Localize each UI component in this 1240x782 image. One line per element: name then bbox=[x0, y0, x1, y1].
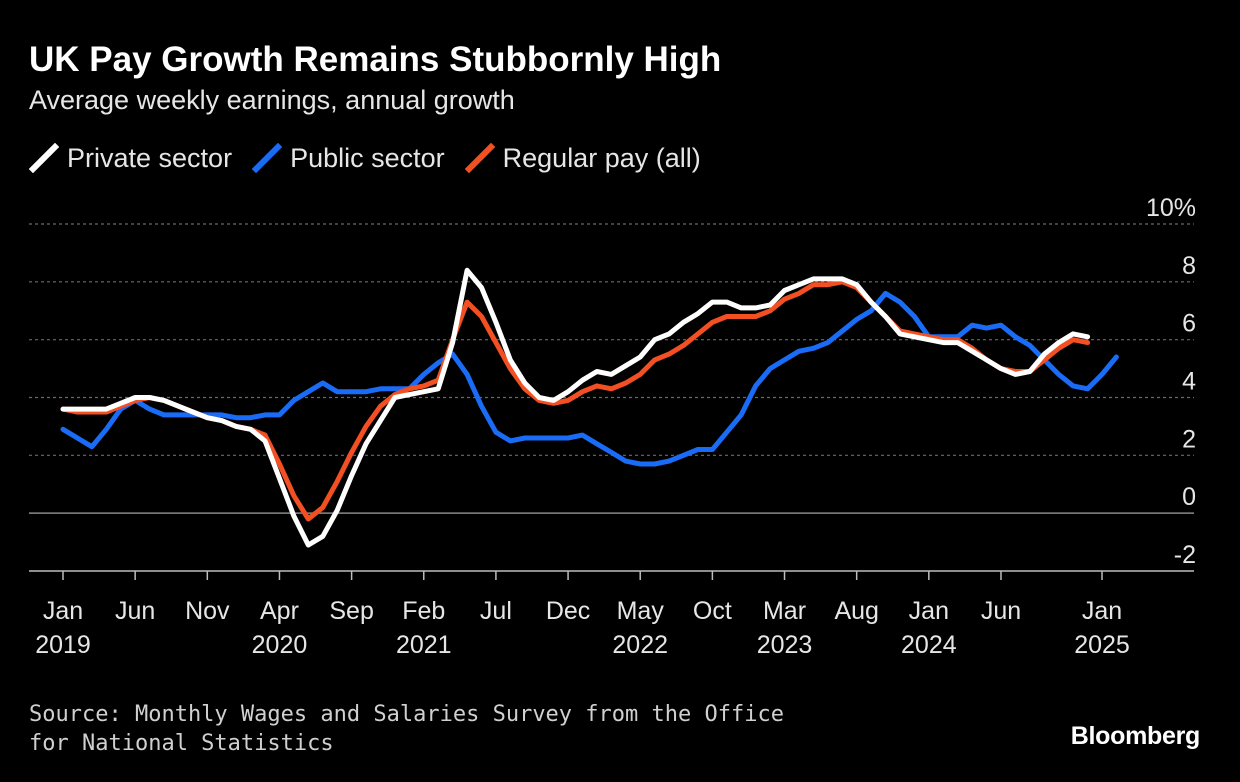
x-tick-label: Aug bbox=[834, 597, 878, 625]
bloomberg-logo: Bloomberg bbox=[1070, 722, 1201, 750]
y-tick-label: 0 bbox=[1182, 483, 1196, 511]
x-tick-label: Dec bbox=[546, 597, 590, 625]
x-tick-label: Sep bbox=[329, 597, 373, 625]
x-tick-year-label: 2022 bbox=[612, 631, 668, 659]
legend-label-private: Private sector bbox=[67, 142, 233, 173]
legend-label-public: Public sector bbox=[290, 142, 445, 173]
chart-title: UK Pay Growth Remains Stubbornly High bbox=[29, 40, 722, 79]
y-tick-label: 2 bbox=[1182, 425, 1196, 453]
x-tick-label: Apr bbox=[260, 597, 299, 625]
x-tick-label: Mar bbox=[763, 597, 806, 625]
legend-swatch-regular-icon bbox=[464, 143, 495, 173]
x-tick-year-label: 2019 bbox=[35, 631, 91, 659]
x-tick-label: Jun bbox=[115, 597, 155, 625]
x-tick-label: Jan bbox=[909, 597, 949, 625]
series-line-private-sector bbox=[60, 267, 1091, 548]
x-tick-label: Jan bbox=[1082, 597, 1122, 625]
source-note: Source: Monthly Wages and Salaries Surve… bbox=[29, 702, 784, 756]
x-tick-year-label: 2025 bbox=[1074, 631, 1130, 659]
chart-subtitle: Average weekly earnings, annual growth bbox=[29, 85, 515, 115]
x-tick-year-label: 2024 bbox=[901, 631, 957, 659]
legend: Private sector Public sector Regular pay… bbox=[29, 140, 721, 176]
legend-item-regular: Regular pay (all) bbox=[464, 142, 701, 174]
y-tick-label: 10% bbox=[1146, 194, 1196, 222]
x-tick-label: May bbox=[617, 597, 665, 625]
legend-swatch-private-icon bbox=[29, 143, 59, 173]
x-tick-label: Jan bbox=[43, 597, 83, 625]
x-tick-label: Jul bbox=[480, 597, 512, 625]
series-line-regular-pay bbox=[60, 279, 1091, 522]
y-tick-label: 6 bbox=[1182, 310, 1196, 338]
legend-swatch-public-icon bbox=[252, 143, 283, 173]
x-tick-year-label: 2020 bbox=[252, 631, 308, 659]
legend-label-regular: Regular pay (all) bbox=[502, 142, 701, 173]
legend-item-private: Private sector bbox=[29, 143, 232, 174]
x-tick-label: Oct bbox=[693, 597, 732, 625]
legend-item-public: Public sector bbox=[252, 143, 445, 174]
y-tick-label: 4 bbox=[1182, 368, 1196, 396]
x-tick-label: Jun bbox=[981, 597, 1021, 625]
x-tick-year-label: 2023 bbox=[757, 631, 813, 659]
y-tick-label: -2 bbox=[1174, 541, 1196, 569]
x-tick-year-label: 2021 bbox=[396, 631, 452, 659]
x-tick-label: Feb bbox=[402, 597, 445, 625]
x-tick-label: Nov bbox=[185, 597, 230, 625]
y-tick-label: 8 bbox=[1182, 252, 1196, 280]
